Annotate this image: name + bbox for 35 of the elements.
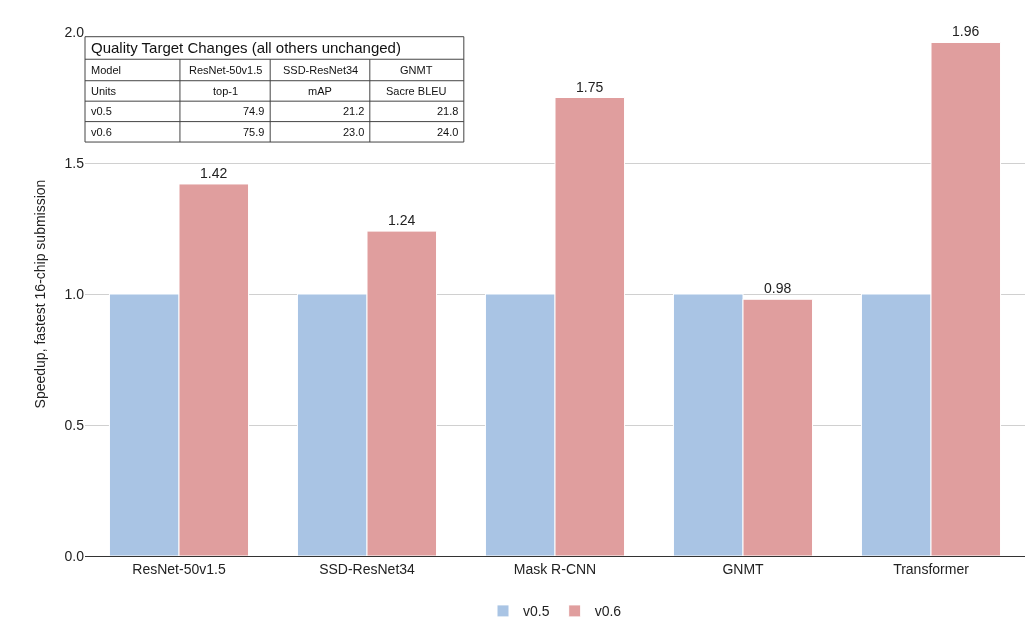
y-tick-label: 1.5	[64, 154, 85, 171]
y-tick-label: 0.0	[64, 547, 85, 564]
annotation: v0.6	[91, 126, 112, 138]
annotation: Sacre BLEU	[386, 85, 447, 97]
data-label: 1.96	[952, 23, 980, 40]
annotation: 23.0	[343, 126, 365, 138]
x-tick-label: SSD-ResNet34	[319, 560, 416, 577]
legend-label: v0.5	[523, 603, 550, 620]
legend-label: v0.6	[594, 603, 622, 620]
annotation: mAP	[308, 85, 332, 97]
annotation: 21.2	[343, 105, 365, 117]
annotation: GNMT	[400, 64, 433, 76]
annotation: SSD-ResNet34	[283, 64, 359, 76]
y-axis-title: Speedup, fastest 16-chip submission	[32, 179, 49, 409]
annotation: ResNet-50v1.5	[189, 64, 263, 76]
annotation: Quality Target Changes (all others unchanged)	[91, 39, 401, 56]
y-tick-label: 2.0	[64, 23, 85, 40]
annotation: 24.0	[437, 126, 459, 138]
annotation: top-1	[213, 85, 239, 97]
annotation: 75.9	[243, 126, 265, 138]
data-label: 1.24	[388, 212, 416, 229]
x-tick-label: Mask R-CNN	[513, 560, 597, 577]
data-label: 0.98	[764, 280, 792, 297]
y-tick-label: 1.0	[64, 285, 85, 302]
x-tick-label: Transformer	[893, 560, 970, 577]
x-tick-label: GNMT	[722, 560, 765, 577]
annotation: 21.8	[437, 105, 459, 117]
annotation: Units	[91, 85, 117, 97]
annotation: Model	[91, 64, 121, 76]
data-label: 1.75	[576, 78, 604, 95]
x-tick-label: ResNet-50v1.5	[132, 560, 226, 577]
y-tick-label: 0.5	[64, 416, 85, 433]
data-label: 1.42	[200, 164, 228, 181]
annotation: 74.9	[243, 105, 265, 117]
annotation: v0.5	[91, 105, 112, 117]
